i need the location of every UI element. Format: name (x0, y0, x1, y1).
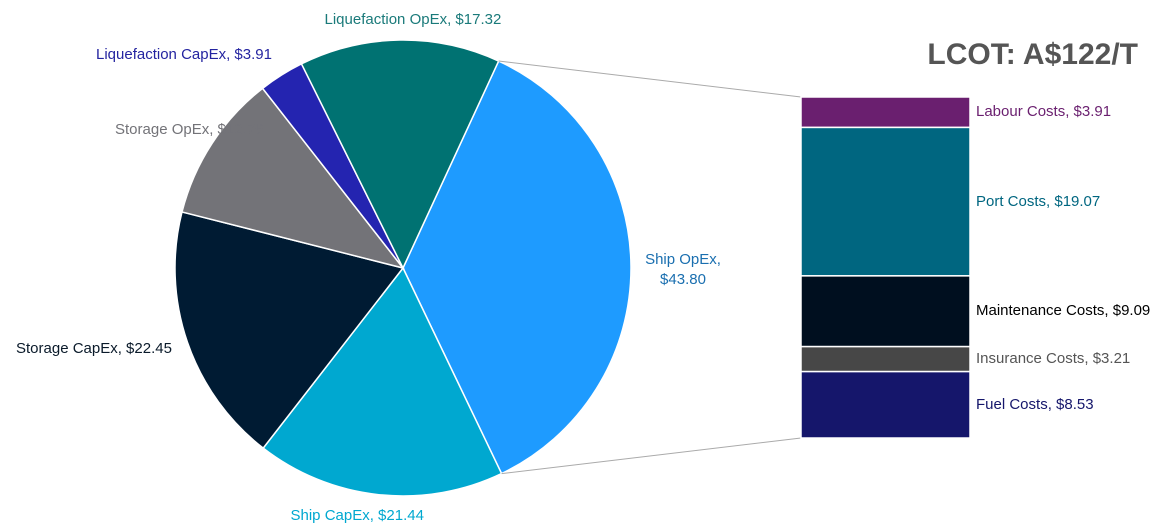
data-label: Maintenance Costs, $9.09 (976, 302, 1151, 320)
data-label: Port Costs, $19.07 (976, 192, 1101, 210)
data-label: Liquefaction OpEx, $17.32 (324, 11, 502, 28)
data-label: Storage OpEx, $12.76 (115, 121, 264, 138)
data-label: Labour Costs, $3.91 (976, 103, 1112, 121)
bar-segment (800, 126, 971, 277)
bar-segment (800, 345, 971, 373)
data-label: Liquefaction CapEx, $3.91 (96, 46, 272, 63)
pie-slice (174, 211, 405, 450)
connector (498, 60, 802, 98)
pie-slice (181, 87, 405, 270)
chart-title: LCOT: A$122/T (927, 38, 1138, 71)
data-label: Ship OpEx, $43.80 (645, 251, 721, 288)
pie-slice (402, 60, 632, 475)
data-label: Storage CapEx, $22.45 (16, 340, 172, 357)
pie-slice (262, 266, 503, 497)
pie-slice (300, 39, 500, 270)
data-label: Ship CapEx, $21.44 (290, 507, 424, 524)
bar-segment (800, 370, 971, 439)
bar-segment (800, 96, 971, 129)
data-label: Insurance Costs, $3.21 (976, 350, 1131, 368)
data-label: Fuel Costs, $8.53 (976, 395, 1094, 413)
connector (501, 437, 802, 475)
bar-segment (800, 275, 971, 348)
